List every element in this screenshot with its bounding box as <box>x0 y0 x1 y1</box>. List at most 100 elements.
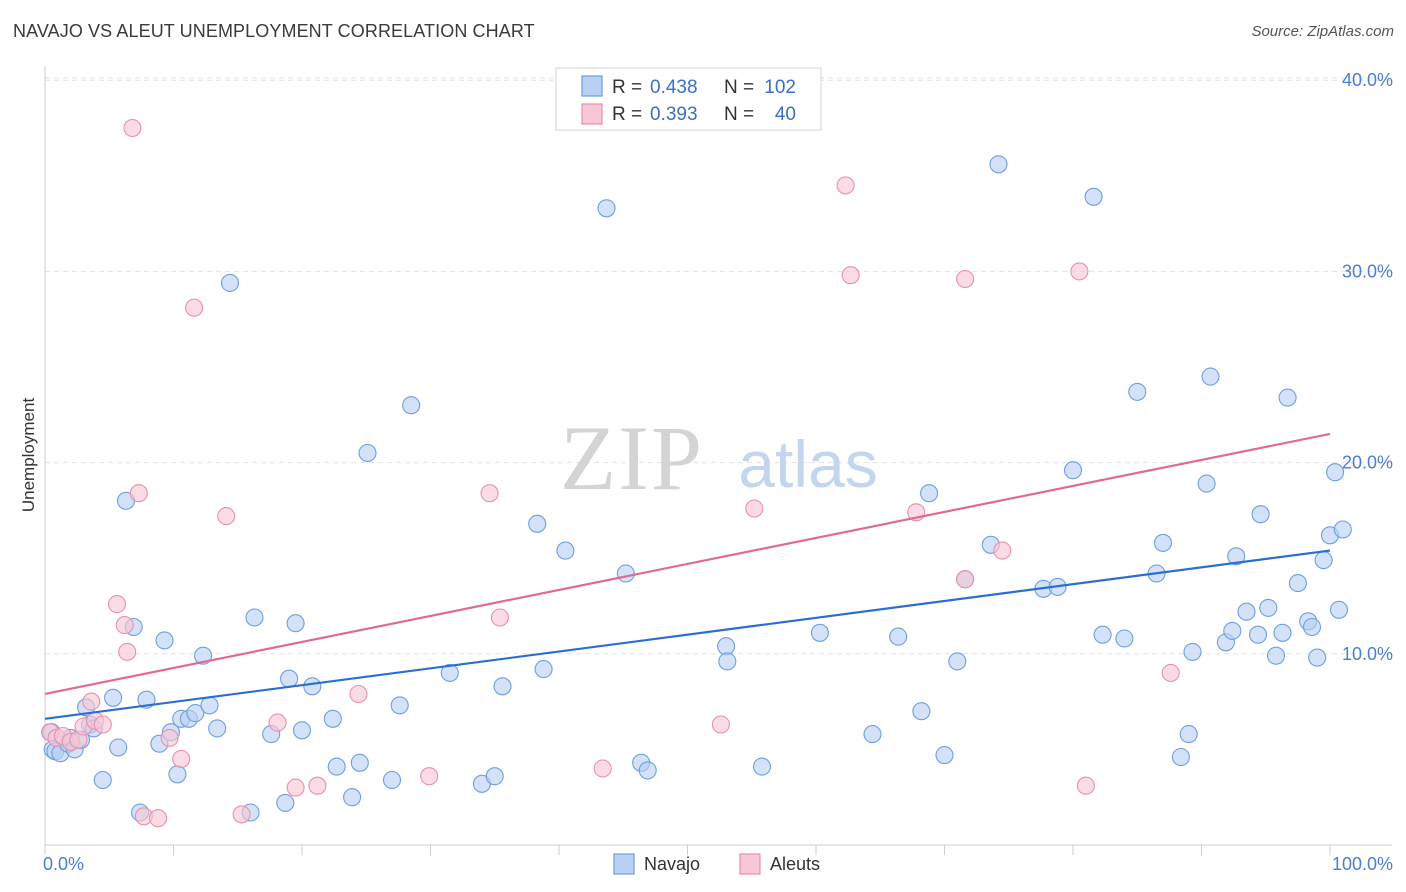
aleut-point <box>480 484 499 503</box>
navajo-point <box>1153 533 1173 552</box>
navajo-point <box>1063 461 1083 480</box>
navajo-point <box>303 677 322 696</box>
navajo-point <box>323 709 342 728</box>
navajo-point <box>616 564 635 583</box>
chart-title: NAVAJO VS ALEUT UNEMPLOYMENT CORRELATION… <box>13 21 535 41</box>
navajo-point <box>1266 646 1286 665</box>
aleut-point <box>268 713 287 732</box>
aleut-point <box>711 715 730 734</box>
aleut-point <box>115 616 134 635</box>
navajo-point <box>343 788 362 807</box>
navajo-point <box>556 541 575 560</box>
navajo-point <box>1329 600 1349 619</box>
navajo-point <box>1183 642 1202 661</box>
navajo-point <box>104 688 123 707</box>
watermark: ZIP atlas <box>560 407 878 509</box>
legend-r-value-aleuts: 0.393 <box>650 104 698 125</box>
navajo-point <box>1201 367 1220 386</box>
aleut-point <box>593 759 612 778</box>
navajo-point <box>168 765 187 784</box>
y-tick-label: 30.0% <box>1342 261 1393 281</box>
navajo-point <box>220 273 240 292</box>
navajo-point <box>863 725 882 744</box>
navajo-point <box>1326 463 1345 482</box>
navajo-point <box>638 761 657 780</box>
navajo-point <box>286 614 305 633</box>
aleut-point <box>308 776 327 795</box>
navajo-point <box>1128 382 1147 401</box>
legend-swatch-navajo <box>581 75 603 97</box>
navajo-point <box>1288 574 1307 593</box>
legend-n-label-navajo: N = <box>724 77 754 98</box>
navajo-point <box>194 646 213 665</box>
legend-n-value-aleuts: 40 <box>775 104 796 125</box>
navajo-point <box>1314 551 1333 570</box>
aleut-point <box>349 684 368 704</box>
navajo-point <box>1251 505 1270 524</box>
y-tick-label: 20.0% <box>1342 453 1393 473</box>
y-tick-label: 40.0% <box>1342 70 1393 90</box>
aleut-point <box>160 728 179 747</box>
legend-n-value-navajo: 102 <box>764 77 796 98</box>
aleut-point <box>129 484 148 503</box>
axes <box>44 66 1392 855</box>
aleut-point <box>1161 663 1180 682</box>
navajo-point <box>534 660 553 679</box>
aleut-point <box>841 266 860 285</box>
aleut-point <box>123 118 142 138</box>
navajo-point <box>485 767 504 786</box>
data-points <box>41 118 1352 828</box>
aleut-point <box>1076 776 1095 795</box>
aleut-point <box>232 805 251 824</box>
navajo-point <box>1259 598 1278 617</box>
trend-lines <box>44 432 1331 720</box>
bottom-legend-swatch-navajo <box>613 853 635 875</box>
navajo-point <box>1333 520 1352 539</box>
navajo-point <box>292 721 312 740</box>
legend-r-label-navajo: R = <box>612 77 642 98</box>
legend-swatch-aleuts <box>581 103 603 125</box>
navajo-point <box>208 719 227 738</box>
aleut-point <box>993 541 1012 560</box>
navajo-point <box>989 155 1008 174</box>
navajo-point <box>109 738 128 757</box>
tick-labels: 10.0% 20.0% 30.0% 40.0% 0.0% 100.0% <box>43 70 1393 874</box>
navajo-point <box>752 757 772 776</box>
navajo-point <box>810 623 829 642</box>
aleut-point <box>107 595 127 614</box>
aleut-point <box>93 715 112 734</box>
navajo-point <box>1302 617 1322 637</box>
source-label: Source: ZipAtlas.com <box>1251 23 1394 40</box>
navajo-point <box>402 396 421 415</box>
navajo-point <box>358 443 377 463</box>
aleut-point <box>956 269 975 289</box>
legend-r-label-aleuts: R = <box>612 104 642 125</box>
aleut-point <box>118 642 137 661</box>
navajo-point <box>245 608 264 627</box>
correlation-legend: R = 0.438 N = 102 R = 0.393 N = 40 <box>555 67 822 131</box>
navajo-point <box>1237 602 1256 621</box>
bottom-legend-swatch-aleuts <box>739 853 761 875</box>
navajo-point <box>717 637 736 656</box>
navajo-point <box>1171 747 1190 767</box>
legend-r-value-navajo: 0.438 <box>650 77 698 98</box>
navajo-point <box>1084 187 1103 206</box>
aleut-point <box>217 507 236 526</box>
navajo-point <box>280 669 299 688</box>
navajo-point <box>597 199 616 218</box>
y-tick-label: 10.0% <box>1342 644 1393 664</box>
bottom-legend-label-navajo: Navajo <box>644 854 700 874</box>
navajo-point <box>920 484 939 503</box>
navajo-point <box>186 704 205 723</box>
series-legend: Navajo Aleuts <box>613 853 820 875</box>
navajo-point <box>350 753 369 772</box>
navajo-point <box>935 746 954 765</box>
navajo-point <box>1093 625 1112 644</box>
navajo-point <box>1308 648 1327 667</box>
navajo-point <box>1197 474 1216 493</box>
aleut-point <box>149 809 168 828</box>
aleut-point <box>172 749 191 769</box>
aleut-point <box>286 778 305 797</box>
grid <box>45 77 1392 655</box>
